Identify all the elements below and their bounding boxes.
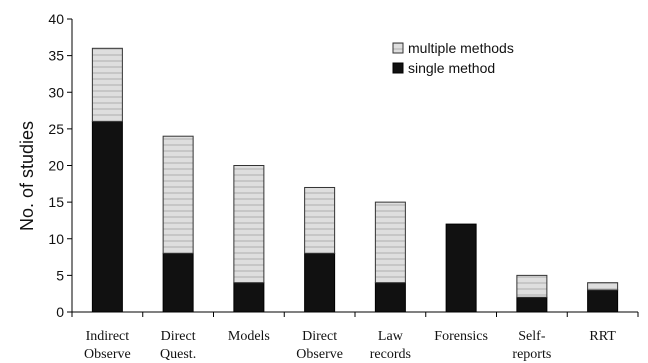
- bar-multiple-methods: [233, 165, 265, 284]
- bar-multiple-methods: [587, 282, 619, 291]
- legend-swatch-multiple-methods: [392, 42, 404, 54]
- x-category-label: Law: [378, 329, 404, 344]
- x-category-label: Direct: [161, 329, 196, 344]
- bar-single-method: [445, 223, 477, 313]
- x-axis: Indirect Observe Direct Quest. Models Direct O…: [71, 311, 639, 362]
- x-category-label: Observe: [84, 347, 131, 362]
- legend: multiple methods single method: [392, 40, 514, 76]
- bar-single-method: [516, 296, 548, 313]
- y-tick-label: 25: [48, 121, 64, 137]
- x-category-label: Models: [228, 329, 270, 344]
- bar-multiple-methods: [162, 135, 194, 254]
- x-category-label: Self-: [518, 329, 546, 344]
- x-category-label: Indirect: [86, 329, 130, 344]
- bar-single-method: [162, 252, 194, 313]
- y-tick-label: 30: [48, 84, 64, 100]
- y-tick-label: 15: [48, 194, 64, 210]
- bars-group: [91, 47, 619, 313]
- x-category-label: Quest.: [160, 347, 196, 362]
- y-tick-label: 5: [56, 267, 64, 283]
- x-category-label: Direct: [302, 329, 337, 344]
- bar-multiple-methods: [304, 186, 336, 254]
- y-tick-label: 0: [56, 304, 64, 320]
- legend-swatch-single-method: [392, 62, 404, 74]
- bar-single-method: [233, 282, 265, 313]
- bar-multiple-methods: [374, 201, 406, 284]
- bar-single-method: [587, 289, 619, 313]
- y-tick-label: 40: [48, 11, 64, 27]
- x-category-label: reports: [512, 347, 551, 362]
- y-tick-label: 20: [48, 158, 64, 174]
- legend-label-single-method: single method: [408, 60, 495, 76]
- y-tick-label: 35: [48, 48, 64, 64]
- bar-single-method: [304, 252, 336, 313]
- bar-multiple-methods: [91, 47, 123, 123]
- y-axis: 0 5 10 15 20 25 30 35 40: [48, 11, 73, 320]
- legend-label-multiple-methods: multiple methods: [408, 40, 514, 56]
- x-category-label: Forensics: [434, 329, 488, 344]
- x-category-label: Observe: [296, 347, 343, 362]
- bar-single-method: [91, 121, 123, 313]
- bar-single-method: [374, 282, 406, 313]
- y-tick-label: 10: [48, 231, 64, 247]
- y-axis-title: No. of studies: [17, 121, 37, 231]
- x-category-label: RRT: [589, 329, 616, 344]
- x-category-label: records: [370, 347, 411, 362]
- bar-multiple-methods: [516, 274, 548, 298]
